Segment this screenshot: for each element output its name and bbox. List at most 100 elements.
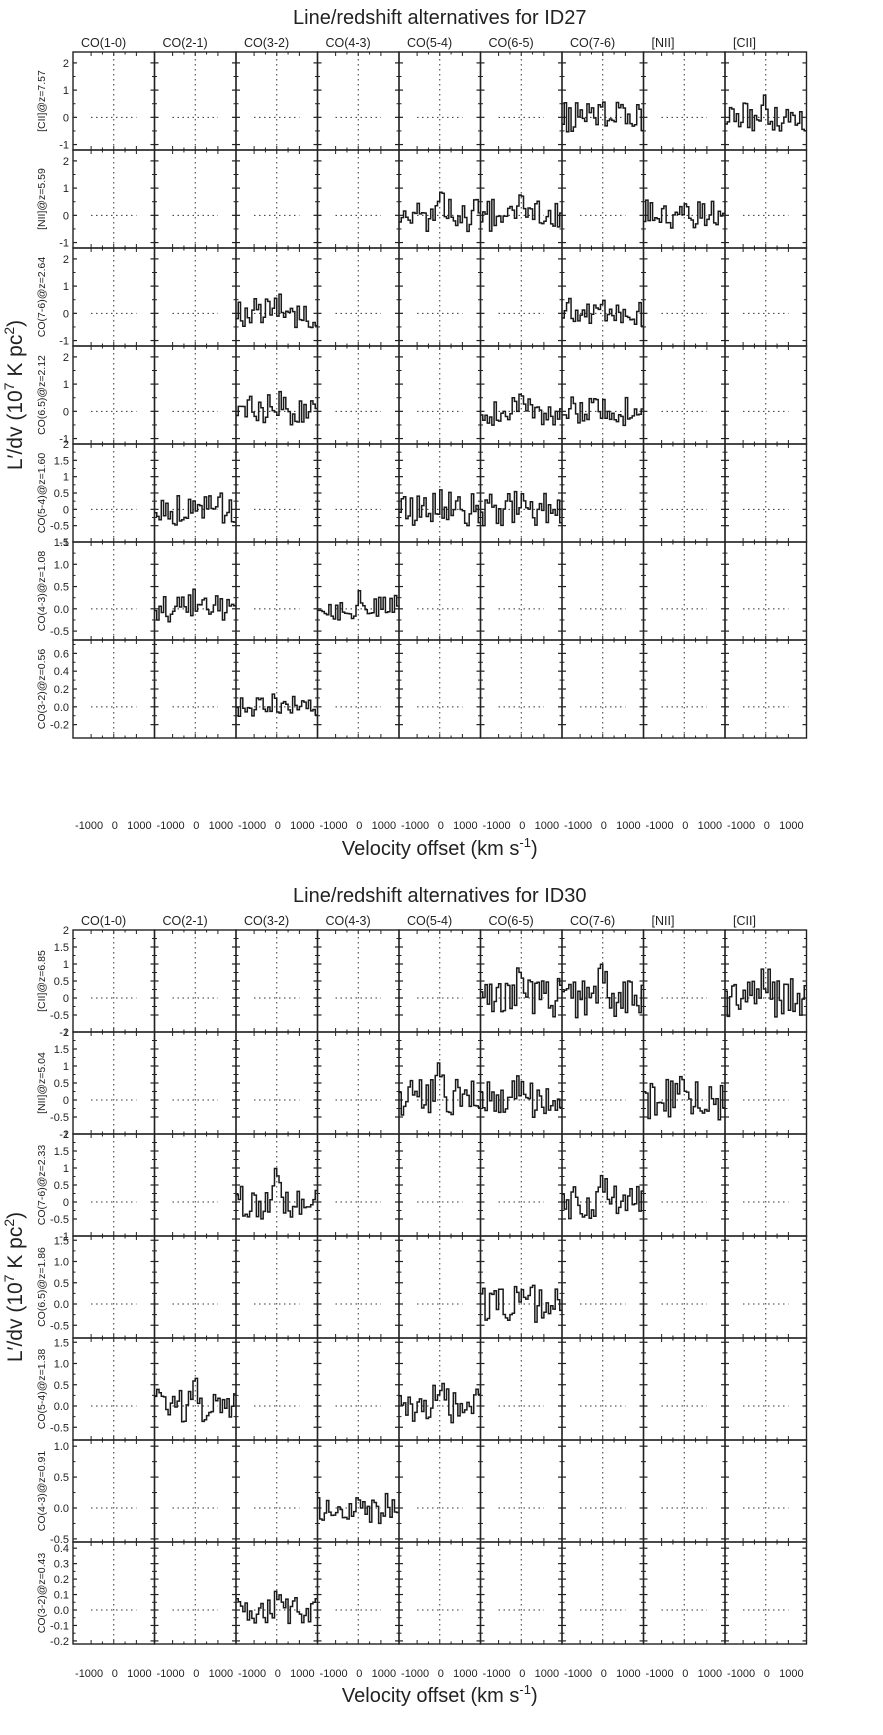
panel-cell bbox=[724, 1541, 808, 1645]
row-label: CO(7-6)@z=2.64 bbox=[36, 257, 48, 338]
y-tick-label: 2 bbox=[63, 58, 69, 70]
y-tick-label: 1.5 bbox=[54, 1146, 69, 1158]
panel-frame bbox=[561, 1031, 645, 1135]
x-tick-label: 1000 bbox=[535, 820, 559, 832]
row-label: CO(3-2)@z=0.43 bbox=[36, 1553, 48, 1634]
y-tick-label: 1 bbox=[63, 281, 69, 293]
panel-cell bbox=[235, 1541, 319, 1645]
panel-cell bbox=[642, 247, 726, 347]
row-label: CO(5-4)@z=1.60 bbox=[36, 453, 48, 534]
panel-frame bbox=[398, 1031, 482, 1135]
panel-frame bbox=[642, 929, 726, 1033]
y-tick-label: 0.5 bbox=[54, 582, 69, 594]
panel-cell bbox=[479, 1133, 563, 1237]
column-label: CO(5-4) bbox=[407, 914, 452, 928]
spectrum-line bbox=[562, 963, 644, 1019]
panel-cell bbox=[235, 1235, 319, 1339]
spectrum-line bbox=[725, 968, 807, 1018]
panel-cell bbox=[561, 541, 645, 641]
y-tick-label: 1 bbox=[63, 959, 69, 971]
panel-cell bbox=[316, 1541, 400, 1645]
panel-cell bbox=[153, 1133, 237, 1237]
panel-row: [NII]@z=5.04 -1 -0.5 0 0.5 1 1.5 2 bbox=[36, 1027, 808, 1141]
panel-frame bbox=[479, 1235, 563, 1339]
panel-cell bbox=[561, 929, 645, 1033]
spectrum-line bbox=[480, 490, 562, 527]
y-tick-label: 0.0 bbox=[54, 702, 69, 714]
panel-cell bbox=[398, 51, 482, 151]
column-label: CO(3-2) bbox=[244, 914, 289, 928]
chart-title: Line/redshift alternatives for ID30 bbox=[293, 885, 587, 907]
panel-cell bbox=[72, 639, 156, 739]
y-axis-label: L′/dv (107 K pc2) bbox=[1, 320, 27, 470]
y-tick-label: 0.5 bbox=[54, 976, 69, 988]
panel-cell bbox=[235, 929, 319, 1033]
panel-cell bbox=[235, 1031, 319, 1135]
y-tick-label: 0.5 bbox=[54, 1078, 69, 1090]
spectrum-line bbox=[480, 194, 562, 232]
x-tick-label: -1000 bbox=[646, 820, 674, 832]
y-tick-label: 0.0 bbox=[54, 1503, 69, 1515]
panel-frame bbox=[316, 1133, 400, 1237]
spectrum-line bbox=[154, 492, 236, 526]
panel-cell bbox=[398, 1031, 482, 1135]
panel-cell bbox=[561, 639, 645, 739]
panel-cell bbox=[72, 1439, 156, 1543]
panel-row: [CII]@z=7.57 -1 0 1 2 bbox=[36, 51, 808, 152]
y-tick-label: 2 bbox=[63, 1027, 69, 1039]
column-label: CO(1-0) bbox=[81, 36, 126, 50]
panel-frame bbox=[398, 1439, 482, 1543]
x-tick-label: 0 bbox=[193, 1668, 199, 1680]
spectrum-line bbox=[562, 396, 644, 427]
spectrum-line bbox=[480, 1075, 562, 1119]
x-tick-label: 0 bbox=[438, 820, 444, 832]
panel-cell bbox=[479, 639, 563, 739]
panel-row: CO(5-4)@z=1.38 -0.5 0.0 0.5 1.0 1.5 bbox=[36, 1337, 808, 1441]
panel-cell bbox=[316, 541, 400, 641]
panel-cell bbox=[153, 149, 237, 249]
panel-cell bbox=[72, 1133, 156, 1237]
panel-cell bbox=[724, 149, 808, 249]
spectrum-line bbox=[154, 588, 236, 623]
panel-row: CO(7-6)@z=2.33 -1 -0.5 0 0.5 1 1.5 2 bbox=[36, 1129, 808, 1243]
x-tick-label: -1000 bbox=[320, 820, 348, 832]
panel-cell bbox=[398, 1439, 482, 1543]
panel-cell bbox=[398, 149, 482, 249]
panel-cell bbox=[479, 247, 563, 347]
panel-cell bbox=[153, 51, 237, 151]
panel-cell bbox=[642, 345, 726, 445]
y-tick-label: 1.5 bbox=[54, 537, 69, 549]
x-tick-label: 1000 bbox=[453, 820, 477, 832]
row-label: CO(4-3)@z=0.91 bbox=[36, 1451, 48, 1532]
spectrum-line bbox=[480, 393, 562, 426]
y-axis-label-part: L′/dv (10 bbox=[4, 1282, 27, 1362]
x-tick-label: -1000 bbox=[564, 820, 592, 832]
y-tick-label: 0 bbox=[63, 406, 69, 418]
panel-cell bbox=[235, 541, 319, 641]
row-label: CO(5-4)@z=1.38 bbox=[36, 1349, 48, 1430]
panel-cell bbox=[479, 1541, 563, 1645]
y-axis-label-part: L′/dv (10 bbox=[4, 390, 27, 470]
panel-frame bbox=[479, 1439, 563, 1543]
panel-cell bbox=[642, 1541, 726, 1645]
column-label: [CII] bbox=[733, 914, 756, 928]
y-tick-label: -0.5 bbox=[50, 626, 69, 638]
panel-cell bbox=[153, 443, 237, 543]
panel-frame bbox=[72, 1541, 156, 1645]
panel-cell bbox=[235, 149, 319, 249]
panel-cell bbox=[316, 247, 400, 347]
x-tick-label: 1000 bbox=[779, 1668, 803, 1680]
y-tick-label: -0.5 bbox=[50, 1214, 69, 1226]
panel-cell bbox=[561, 1133, 645, 1237]
panel-frame bbox=[642, 1337, 726, 1441]
y-tick-label: 0.0 bbox=[54, 604, 69, 616]
spectrum-line bbox=[399, 191, 481, 233]
panel-cell bbox=[561, 149, 645, 249]
panel-cell bbox=[316, 1337, 400, 1441]
row-label: CO(6.5)@z=2.12 bbox=[36, 355, 48, 435]
y-tick-label: -1 bbox=[59, 1129, 69, 1141]
panel-frame bbox=[235, 929, 319, 1033]
panel-frame bbox=[479, 1133, 563, 1237]
y-tick-label: -0.2 bbox=[50, 1636, 69, 1648]
column-label: CO(4-3) bbox=[326, 914, 371, 928]
